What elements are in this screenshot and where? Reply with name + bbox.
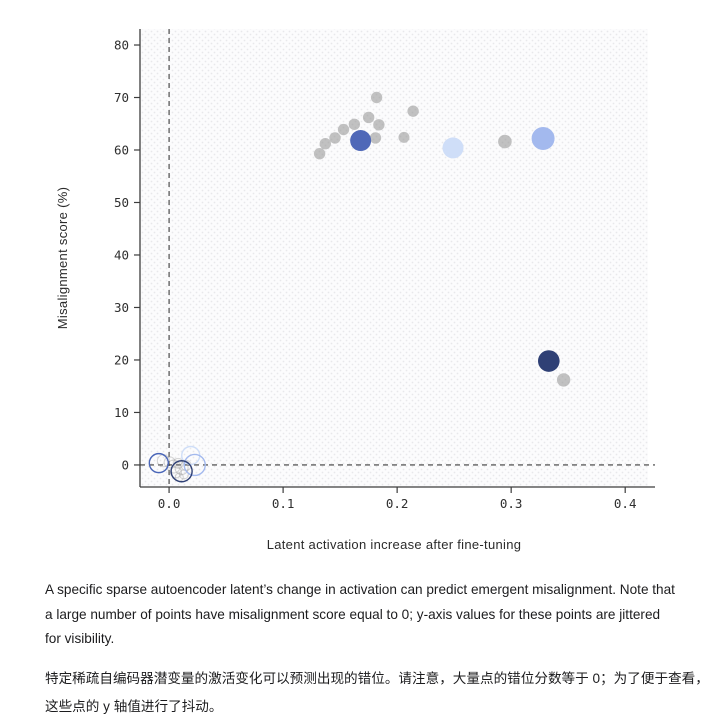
y-tick-label: 10 <box>114 405 129 420</box>
x-tick-label: 0.3 <box>500 496 523 511</box>
x-tick-label: 0.2 <box>386 496 409 511</box>
caption-english: A specific sparse autoencoder latent’s c… <box>45 578 692 652</box>
y-tick-label: 0 <box>121 457 129 472</box>
x-tick-label: 0.4 <box>614 496 637 511</box>
data-point-gray-filled <box>337 123 350 136</box>
data-point-gray-filled <box>398 131 410 143</box>
data-point-gray-filled <box>348 118 361 130</box>
caption-english-line: A specific sparse autoencoder latent’s c… <box>45 582 675 597</box>
data-point-gray-filled <box>498 134 512 149</box>
data-point-gray-filled <box>313 147 326 160</box>
captions: A specific sparse autoencoder latent’s c… <box>0 566 720 721</box>
data-point-gray-open-jittered-zero <box>178 469 189 480</box>
data-point-blue-filled <box>531 126 555 150</box>
y-tick-label: 40 <box>114 247 129 262</box>
x-tick-label: 0.0 <box>158 496 181 511</box>
scatter-plot: 0 10 20 30 40 50 60 70 80 0.0 0.1 0.2 0.3 0.4 Latent a… <box>55 29 655 552</box>
caption-chinese-line: 特定稀疏自编码器潜变量的激活变化可以预测出现的错位。请注意，大量点的错位分数等于… <box>45 670 709 686</box>
plot-background <box>140 29 648 487</box>
y-tick-label: 70 <box>114 90 129 105</box>
figure: 0 10 20 30 40 50 60 70 80 0.0 0.1 0.2 0.3 0.4 Latent a… <box>55 29 655 552</box>
y-tick-label: 20 <box>114 352 129 367</box>
data-point-gray-filled <box>319 137 331 150</box>
caption-chinese-line: 这些点的 y 轴值进行了抖动。 <box>45 698 223 714</box>
y-tick-label: 60 <box>114 142 129 157</box>
data-point-gray-open-jittered-zero <box>169 466 182 479</box>
caption-english-line: for visibility. <box>45 631 115 646</box>
y-axis-label: Misalignment score (%) <box>55 187 70 329</box>
data-point-blue-filled <box>442 137 464 159</box>
data-point-gray-filled <box>369 132 382 144</box>
data-point-gray-filled <box>407 105 419 117</box>
data-point-blue-filled <box>350 130 372 152</box>
x-axis-label: Latent activation increase after fine-tu… <box>267 537 522 552</box>
data-point-colored-open-jittered-zero <box>148 452 170 474</box>
data-point-colored-open-jittered-zero <box>170 460 193 483</box>
data-point-gray-filled <box>556 373 571 387</box>
data-point-blue-filled <box>537 350 560 372</box>
caption-chinese: 特定稀疏自编码器潜变量的激活变化可以预测出现的错位。请注意，大量点的错位分数等于… <box>45 665 709 721</box>
x-tick-label: 0.1 <box>272 496 295 511</box>
data-point-gray-open-jittered-zero <box>174 461 189 476</box>
y-tick-label: 80 <box>114 37 129 52</box>
data-point-gray-filled <box>329 132 341 144</box>
y-tick-label: 30 <box>114 300 129 315</box>
data-point-colored-open-jittered-zero <box>183 453 206 477</box>
data-point-gray-filled <box>370 91 383 104</box>
data-point-gray-filled <box>362 111 375 124</box>
data-point-gray-open-jittered-zero <box>172 457 184 469</box>
y-tick-label: 50 <box>114 195 129 210</box>
data-point-gray-filled <box>373 119 385 131</box>
caption-english-line: a large number of points have misalignme… <box>45 606 661 622</box>
